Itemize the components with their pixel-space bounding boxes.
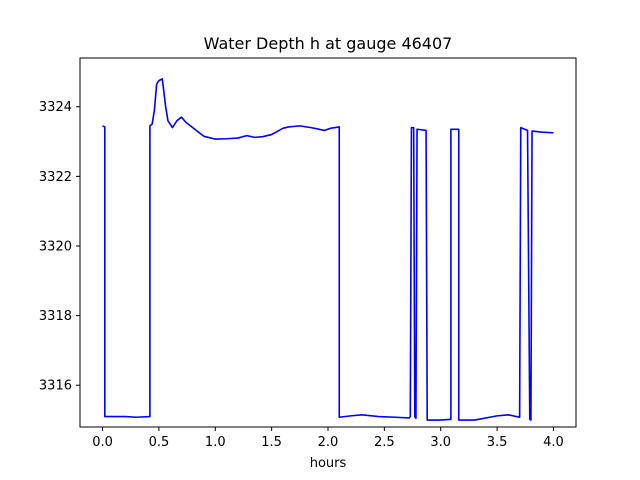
x-tick-label: 1.0 [205, 435, 226, 450]
x-tick-label: 0.0 [92, 435, 113, 450]
plot-area [80, 58, 576, 427]
chart-title: Water Depth h at gauge 46407 [204, 34, 453, 53]
y-tick-label: 3324 [39, 100, 72, 115]
x-tick-label: 1.5 [261, 435, 282, 450]
y-tick-label: 3318 [39, 309, 72, 324]
series-line-0 [102, 78, 554, 421]
x-tick-label: 3.0 [430, 435, 451, 450]
x-tick-label: 3.5 [487, 435, 508, 450]
y-tick-label: 3320 [39, 239, 72, 254]
y-tick-label: 3322 [39, 170, 72, 185]
x-tick-label: 4.0 [543, 435, 564, 450]
x-axis-label: hours [310, 456, 347, 471]
x-tick-label: 2.5 [374, 435, 395, 450]
y-tick-label: 3316 [39, 379, 72, 394]
x-axis-ticks: 0.0 0.5 1.0 1.5 2.0 2.5 3.0 3.5 4.0 [92, 427, 564, 450]
series-layer [102, 78, 554, 421]
y-axis-ticks: 3316 3318 3320 3322 3324 [39, 100, 80, 394]
x-tick-label: 2.0 [318, 435, 339, 450]
x-tick-label: 0.5 [149, 435, 170, 450]
